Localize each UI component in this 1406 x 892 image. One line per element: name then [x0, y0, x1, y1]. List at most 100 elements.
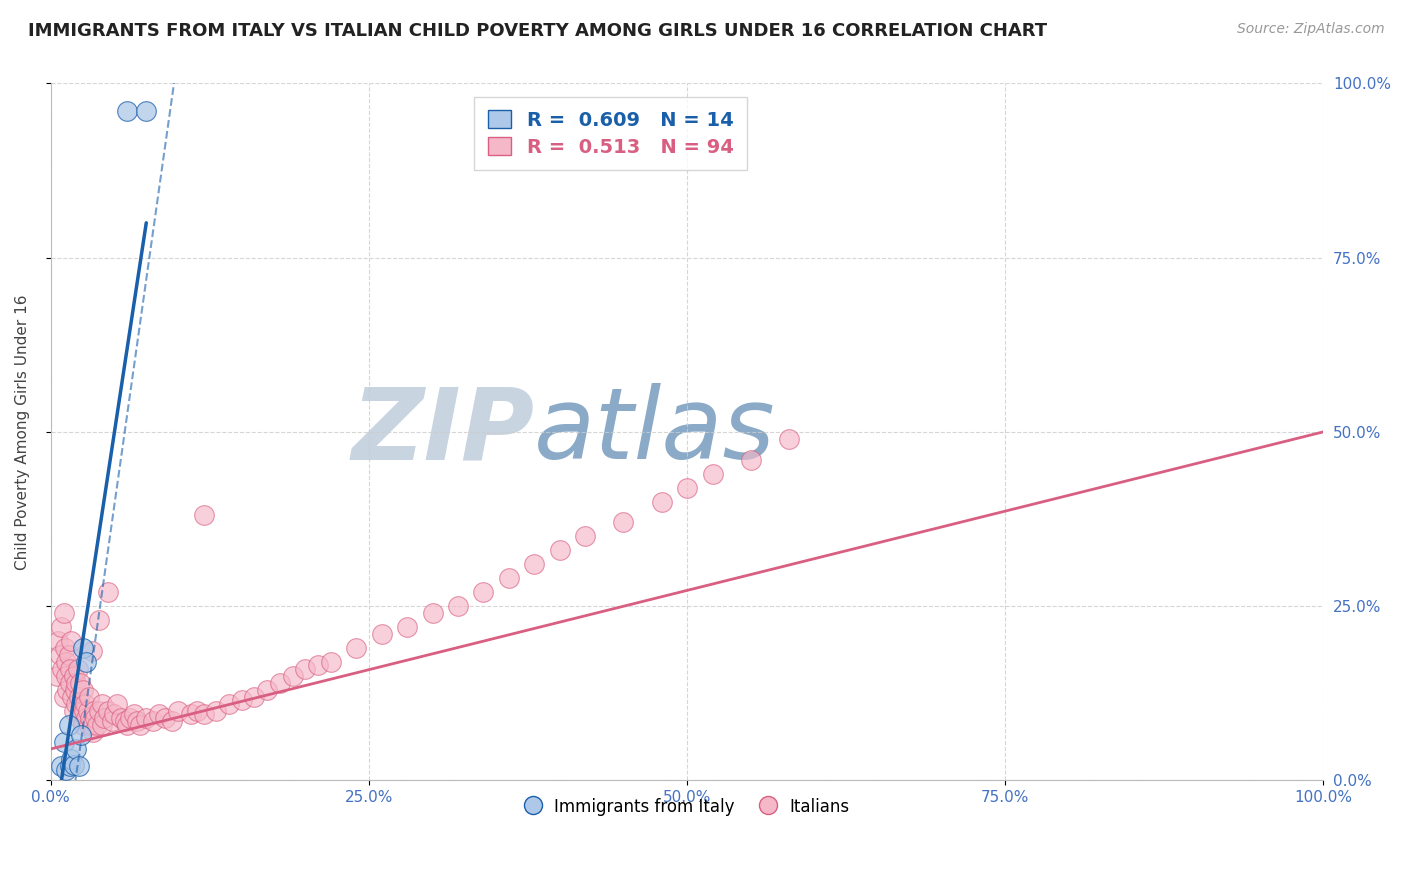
Point	[60, 752, 83, 766]
Text: atlas: atlas	[534, 384, 776, 481]
Point	[49, 759, 72, 773]
Point	[49, 620, 72, 634]
Point	[65, 742, 87, 756]
Point	[51, 662, 73, 676]
Point	[62, 758, 84, 772]
Point	[89, 704, 111, 718]
Point	[67, 690, 90, 704]
Point	[160, 714, 183, 728]
Point	[48, 634, 70, 648]
Point	[73, 704, 96, 718]
Text: ZIP: ZIP	[352, 384, 534, 481]
Point	[115, 717, 138, 731]
Point	[396, 620, 419, 634]
Point	[186, 704, 208, 718]
Point	[60, 634, 83, 648]
Point	[142, 714, 165, 728]
Point	[67, 710, 90, 724]
Point	[231, 693, 253, 707]
Point	[129, 717, 152, 731]
Point	[72, 640, 94, 655]
Point	[135, 710, 157, 724]
Text: Source: ZipAtlas.com: Source: ZipAtlas.com	[1237, 22, 1385, 37]
Point	[127, 714, 149, 728]
Point	[118, 710, 141, 724]
Point	[69, 675, 91, 690]
Point	[52, 735, 75, 749]
Point	[93, 710, 115, 724]
Point	[778, 432, 800, 446]
Point	[281, 669, 304, 683]
Point	[307, 658, 329, 673]
Point	[193, 508, 215, 523]
Point	[422, 606, 444, 620]
Point	[319, 655, 342, 669]
Point	[77, 690, 100, 704]
Point	[75, 655, 97, 669]
Point	[105, 697, 128, 711]
Point	[55, 763, 77, 777]
Point	[84, 710, 107, 724]
Point	[193, 707, 215, 722]
Point	[574, 529, 596, 543]
Point	[80, 717, 103, 731]
Point	[77, 717, 100, 731]
Point	[70, 728, 93, 742]
Point	[67, 759, 90, 773]
Point	[55, 655, 77, 669]
Point	[53, 640, 76, 655]
Point	[76, 704, 98, 718]
Y-axis label: Child Poverty Among Girls Under 16: Child Poverty Among Girls Under 16	[15, 294, 30, 570]
Point	[472, 585, 495, 599]
Point	[90, 717, 112, 731]
Point	[97, 585, 120, 599]
Point	[167, 704, 190, 718]
Point	[523, 558, 546, 572]
Point	[256, 682, 278, 697]
Point	[101, 714, 124, 728]
Point	[46, 669, 69, 683]
Point	[82, 724, 104, 739]
Legend: Immigrants from Italy, Italians: Immigrants from Italy, Italians	[516, 789, 858, 824]
Point	[75, 710, 97, 724]
Point	[205, 704, 228, 718]
Point	[548, 543, 571, 558]
Point	[114, 714, 136, 728]
Point	[72, 717, 94, 731]
Point	[72, 682, 94, 697]
Point	[80, 644, 103, 658]
Point	[103, 707, 125, 722]
Point	[90, 697, 112, 711]
Point	[243, 690, 266, 704]
Point	[651, 494, 673, 508]
Point	[65, 675, 87, 690]
Point	[447, 599, 470, 613]
Point	[62, 669, 84, 683]
Point	[135, 104, 157, 119]
Point	[180, 707, 202, 722]
Text: IMMIGRANTS FROM ITALY VS ITALIAN CHILD POVERTY AMONG GIRLS UNDER 16 CORRELATION : IMMIGRANTS FROM ITALY VS ITALIAN CHILD P…	[28, 22, 1047, 40]
Point	[294, 662, 316, 676]
Point	[59, 759, 82, 773]
Point	[75, 697, 97, 711]
Point	[370, 627, 392, 641]
Point	[86, 717, 108, 731]
Point	[498, 571, 520, 585]
Point	[218, 697, 240, 711]
Point	[269, 675, 291, 690]
Point	[344, 640, 367, 655]
Point	[115, 104, 138, 119]
Point	[97, 704, 120, 718]
Point	[59, 662, 82, 676]
Point	[63, 682, 86, 697]
Point	[58, 648, 80, 662]
Point	[56, 682, 79, 697]
Point	[612, 516, 634, 530]
Point	[58, 717, 80, 731]
Point	[155, 710, 177, 724]
Point	[65, 697, 87, 711]
Point	[740, 452, 762, 467]
Point	[702, 467, 724, 481]
Point	[55, 669, 77, 683]
Point	[62, 704, 84, 718]
